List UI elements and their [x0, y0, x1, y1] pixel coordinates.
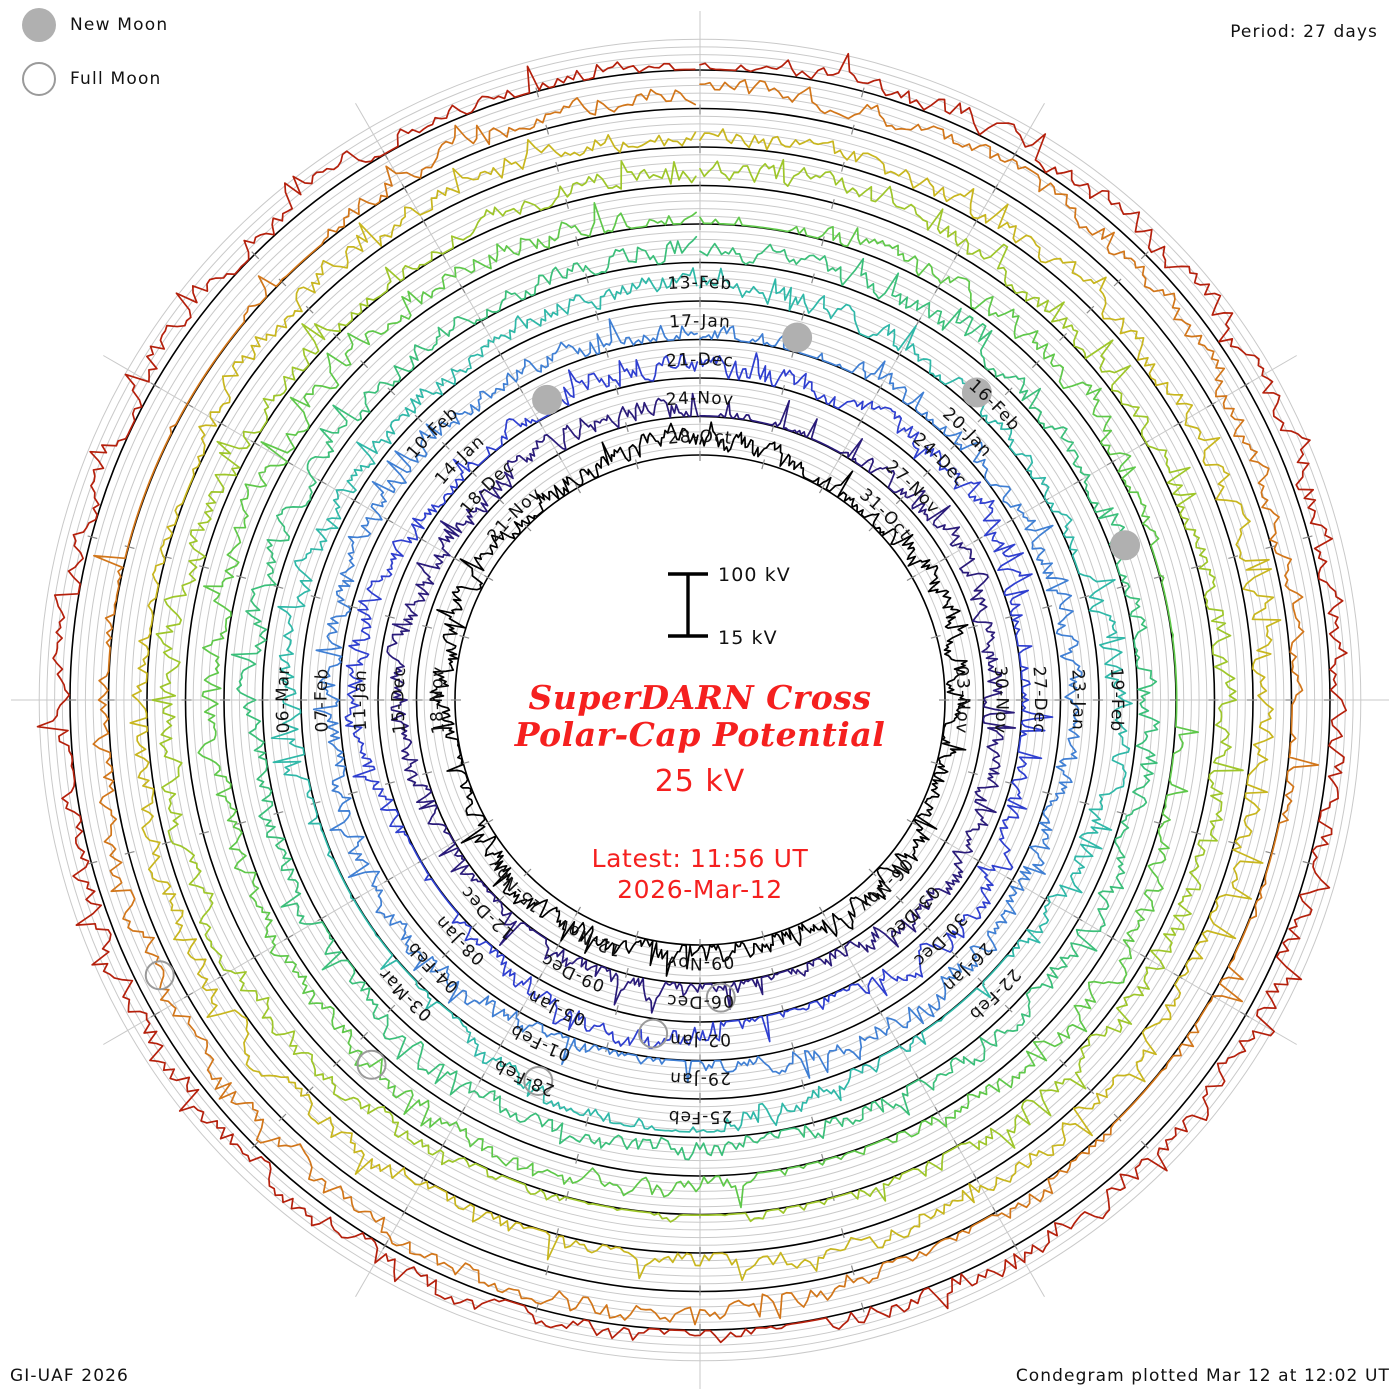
svg-text:24-Nov: 24-Nov [665, 388, 735, 410]
plotted-timestamp: Condegram plotted Mar 12 at 12:02 UT [1015, 1366, 1390, 1386]
svg-text:18-Nov: 18-Nov [427, 665, 449, 735]
new-moon-icon [22, 8, 56, 42]
full-moon-label: Full Moon [70, 69, 162, 89]
svg-text:03-Nov: 03-Nov [951, 665, 973, 735]
data-traces [36, 52, 1348, 1344]
new-moon-label: New Moon [70, 15, 169, 35]
svg-text:13-Feb: 13-Feb [667, 273, 733, 294]
svg-text:07-Feb: 07-Feb [311, 667, 332, 733]
svg-text:06-Dec: 06-Dec [665, 990, 734, 1012]
svg-text:30-Nov: 30-Nov [990, 665, 1012, 735]
period-label: Period: 27 days [1230, 22, 1378, 42]
credit-label: GI-UAF 2026 [10, 1366, 129, 1386]
svg-text:09-Nov: 09-Nov [665, 951, 735, 973]
svg-text:06-Mar: 06-Mar [273, 666, 294, 734]
legend-new-moon: New Moon [22, 8, 168, 42]
svg-text:21-Dec: 21-Dec [665, 350, 734, 372]
svg-text:02-Jan: 02-Jan [668, 1029, 731, 1050]
scale-top-label: 100 kV [718, 564, 791, 586]
svg-text:19-Feb: 19-Feb [1106, 667, 1127, 733]
svg-text:11-Jan: 11-Jan [350, 668, 371, 731]
moon-markers [144, 322, 1141, 1096]
svg-text:23-Jan: 23-Jan [1067, 669, 1088, 732]
svg-text:27-Dec: 27-Dec [1028, 665, 1050, 734]
svg-text:29-Jan: 29-Jan [669, 1067, 732, 1088]
ring-date-labels: 28-Oct24-Nov21-Dec17-Jan13-Feb31-Oct27-N… [273, 273, 1127, 1127]
svg-text:15-Dec: 15-Dec [388, 665, 410, 734]
legend-full-moon: Full Moon [22, 62, 162, 96]
svg-text:17-Jan: 17-Jan [669, 311, 732, 332]
svg-text:25-Feb: 25-Feb [667, 1106, 733, 1127]
scale-bar: 100 kV 15 kV [668, 564, 791, 649]
scale-bottom-label: 15 kV [718, 627, 778, 649]
full-moon-icon [22, 62, 56, 96]
svg-text:28-Oct: 28-Oct [667, 427, 734, 449]
